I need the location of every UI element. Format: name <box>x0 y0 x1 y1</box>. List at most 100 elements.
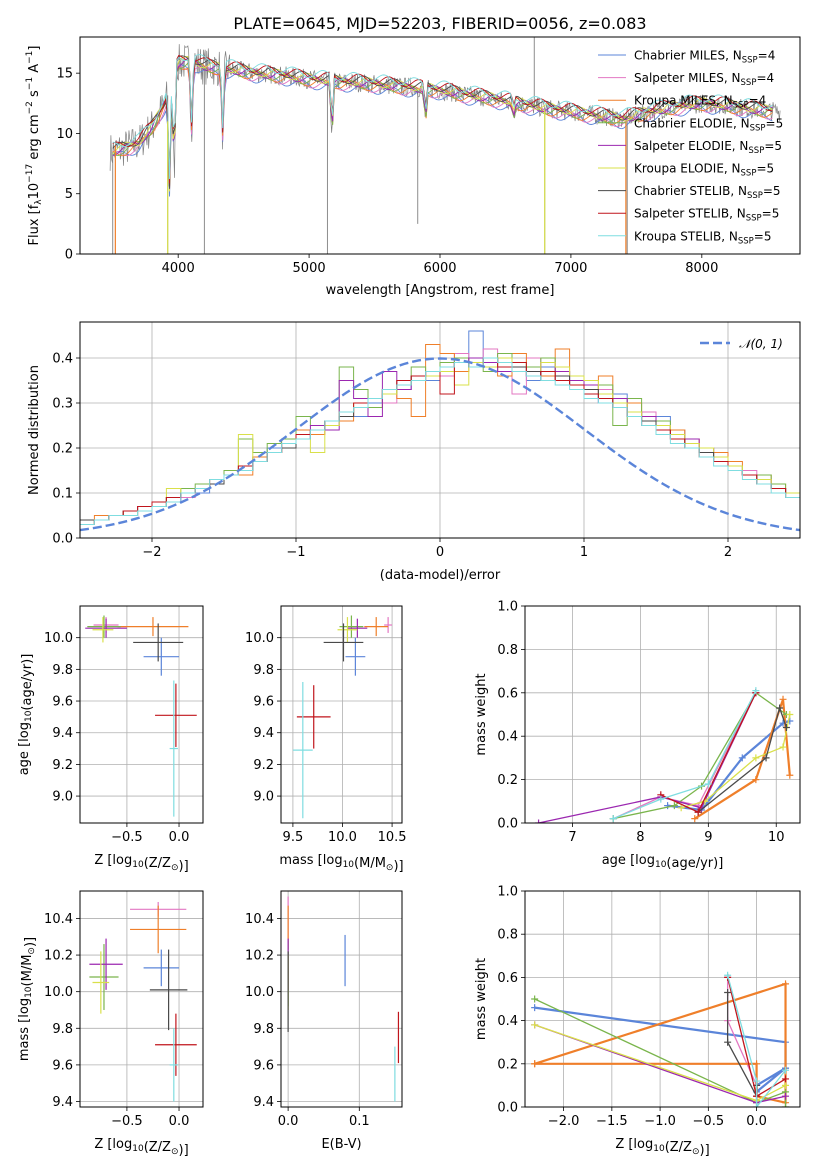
errorbar-point <box>133 623 184 662</box>
model-line <box>112 55 773 189</box>
data-point-marker <box>786 711 794 718</box>
data-point-marker <box>782 1081 790 1089</box>
x-axis-label: (data-model)/error <box>380 568 501 583</box>
y-tick-label: 9.4 <box>52 726 73 741</box>
panel-mass_weight_vs_Z: −2.0 −1.5 −1.0 −0.5 0.0 0.0 0.2 0.4 0.6 0.8 1.0 Z [… <box>474 885 801 1158</box>
y-axis-label: Normed distribution <box>27 365 42 495</box>
x-tick-label: 0.0 <box>278 1114 299 1129</box>
x-tick-label: 0 <box>436 545 444 560</box>
x-tick-label: −2 <box>142 545 161 560</box>
x-tick-label: 5000 <box>293 261 326 276</box>
histogram-step <box>80 357 800 530</box>
data-point-marker <box>753 1060 761 1068</box>
data-point-marker <box>782 980 790 988</box>
data-point-marker <box>752 776 760 784</box>
x-tick-label: −2.0 <box>548 1114 580 1129</box>
x-tick-label: −0.5 <box>693 1114 725 1129</box>
y-tick-label: 9.6 <box>253 695 274 710</box>
y-axis-label: mass weight <box>474 673 489 755</box>
errorbar-point <box>130 905 187 954</box>
histogram-step <box>80 357 800 525</box>
data-point-marker <box>677 804 685 812</box>
errorbar-point <box>169 1028 178 1102</box>
data-point-marker <box>779 743 787 751</box>
histogram-step <box>80 357 800 525</box>
errorbar-point <box>155 1013 197 1076</box>
errorbar-point <box>87 615 121 638</box>
x-tick-label: −1.0 <box>644 1114 676 1129</box>
data-point-marker <box>782 1075 790 1083</box>
data-point-marker <box>724 989 732 997</box>
x-tick-label: 2 <box>724 545 732 560</box>
panel-residual_hist: −2 −1 0 1 2 0.0 0.1 0.2 0.3 0.4 (data-model)/error… <box>27 321 801 583</box>
x-tick-label: 9.5 <box>283 830 304 845</box>
plot-area-age_vs_mass <box>281 606 402 823</box>
y-axis-label: Flux [fλ10−17 erg cm−2 s−1 A−1] <box>25 46 44 246</box>
x-tick-label: 8 <box>636 830 644 845</box>
data-point-marker <box>752 754 760 762</box>
data-point-marker <box>657 795 665 803</box>
legend-label: Kroupa ELODIE, NSSP=5 <box>634 162 774 179</box>
errorbar-point <box>92 951 110 1014</box>
legend: Chabrier MILES, NSSP=4 Salpeter MILES, NS… <box>598 49 783 246</box>
y-tick-label: 9.4 <box>253 1095 274 1110</box>
legend-label: Salpeter MILES, NSSP=4 <box>634 71 774 88</box>
x-tick-label: −0.5 <box>111 830 143 845</box>
y-tick-label: 9.8 <box>52 1022 73 1037</box>
x-tick-label: 7000 <box>554 261 587 276</box>
errorbar-point <box>384 617 393 633</box>
data-point-marker <box>531 1021 539 1029</box>
histogram-step <box>80 357 800 525</box>
histogram-step <box>80 348 800 525</box>
legend-label: Kroupa STELIB, NSSP=5 <box>634 229 772 246</box>
y-tick-label: 0.4 <box>497 1014 518 1029</box>
x-tick-label: 7 <box>568 830 576 845</box>
data-point-marker <box>786 717 794 725</box>
data-point-marker <box>691 815 699 823</box>
y-tick-label: 9.4 <box>52 1095 73 1110</box>
plot-frame <box>280 890 403 1108</box>
data-point-marker <box>762 754 770 762</box>
x-axis-label: Z [log10(Z/Z⊙)] <box>615 1137 709 1158</box>
y-tick-label: 10.0 <box>245 985 274 1000</box>
legend-label: Salpeter ELODIE, NSSP=5 <box>634 139 782 156</box>
panel-spectrum: 4000 5000 6000 7000 8000 0 5 10 15 PLATE=0645, MJ… <box>25 14 801 298</box>
plot-frame <box>79 36 801 255</box>
data-point-marker <box>609 815 617 823</box>
y-tick-label: 0.0 <box>497 1101 518 1116</box>
errorbar-point <box>347 618 368 638</box>
x-axis-label: Z [log10(Z/Z⊙)] <box>94 853 188 874</box>
y-tick-label: 0.4 <box>52 352 73 367</box>
y-tick-label: 1.0 <box>497 600 518 615</box>
data-point-marker <box>753 1103 761 1107</box>
errorbar-point <box>292 682 313 819</box>
errorbar-point <box>85 618 127 638</box>
data-point-marker <box>782 1066 790 1074</box>
data-point-marker <box>531 1004 539 1012</box>
data-point-marker <box>782 1092 790 1100</box>
y-tick-label: 0.1 <box>52 487 73 502</box>
legend-label: Salpeter STELIB, NSSP=5 <box>634 207 779 224</box>
errorbar-point <box>323 623 364 662</box>
plot-area-age_vs_Z <box>80 606 203 823</box>
panel-mass_vs_ebv: 0.0 0.1 9.4 9.6 9.8 10.0 10.2 10.4 E(B-V) <box>245 890 403 1152</box>
errorbar-point <box>169 680 178 817</box>
plot-area-spectrum <box>109 37 781 254</box>
y-tick-label: 0.4 <box>497 730 518 745</box>
x-tick-label: 6000 <box>423 261 456 276</box>
series-line <box>613 692 757 820</box>
data-point-marker <box>752 687 760 695</box>
data-point-marker <box>782 1103 790 1107</box>
y-tick-label: 0.2 <box>52 442 73 457</box>
model-line <box>112 54 773 180</box>
x-tick-label: 0.1 <box>349 1114 370 1129</box>
plot-frame <box>79 321 801 539</box>
data-point-marker <box>779 695 787 703</box>
errorbar-point <box>117 617 189 637</box>
x-tick-label: 10.5 <box>378 830 407 845</box>
x-tick-label: 0.0 <box>169 830 190 845</box>
y-axis-label: mass weight <box>474 958 489 1040</box>
data-point-marker <box>664 802 672 810</box>
data-point-marker <box>786 771 794 779</box>
y-tick-label: 0.8 <box>497 928 518 943</box>
